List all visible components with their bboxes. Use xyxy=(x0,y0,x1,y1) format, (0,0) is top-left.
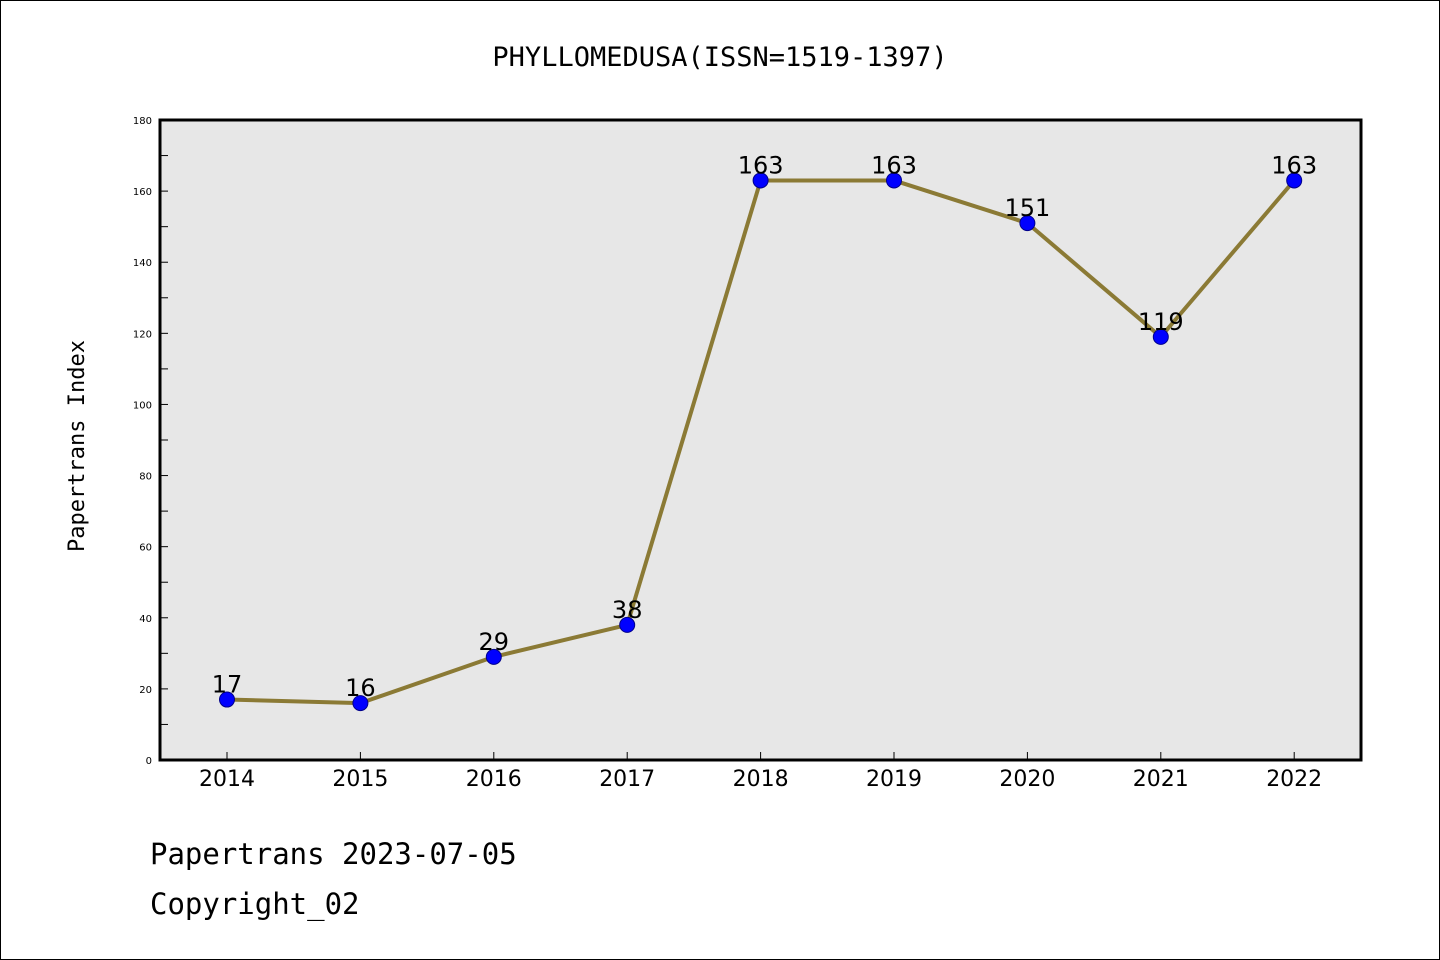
y-tick-label: 160 xyxy=(133,187,152,198)
y-tick-label: 100 xyxy=(133,400,152,411)
data-label: 16 xyxy=(345,674,376,702)
data-label: 163 xyxy=(871,151,917,179)
x-tick-label: 2015 xyxy=(332,767,388,792)
y-tick-label: 20 xyxy=(139,685,152,696)
data-point xyxy=(352,695,369,712)
y-tick-label: 140 xyxy=(133,258,152,269)
chart-title: PHYLLOMEDUSA(ISSN=1519-1397) xyxy=(492,42,947,73)
data-point xyxy=(752,172,769,189)
x-tick-label: 2021 xyxy=(1133,767,1189,792)
footer-copyright-line: Copyright_02 xyxy=(150,887,360,922)
data-label: 151 xyxy=(1004,194,1050,222)
x-tick-label: 2019 xyxy=(866,767,922,792)
footer-date-line: Papertrans 2023-07-05 xyxy=(150,837,517,871)
plot-border xyxy=(158,118,1363,762)
data-label: 29 xyxy=(479,628,510,656)
x-tick-label: 2020 xyxy=(999,767,1055,792)
x-tick-label: 2017 xyxy=(599,767,655,792)
data-label: 38 xyxy=(612,596,643,624)
y-axis-label: Papertrans Index xyxy=(65,340,90,552)
data-point xyxy=(619,616,636,633)
data-point xyxy=(1019,215,1036,232)
data-point xyxy=(1152,328,1169,345)
x-tick-label: 2016 xyxy=(466,767,522,792)
y-tick-label: 40 xyxy=(139,614,152,625)
data-label: 163 xyxy=(738,151,784,179)
data-point xyxy=(219,691,235,708)
data-label: 163 xyxy=(1271,151,1317,179)
y-tick-label: 80 xyxy=(139,472,152,483)
series-markers xyxy=(219,172,1303,712)
x-tick-label: 2014 xyxy=(199,767,255,792)
y-tick-label: 120 xyxy=(133,329,152,340)
data-label: 119 xyxy=(1138,308,1184,336)
data-point xyxy=(886,172,902,189)
y-tick-label: 60 xyxy=(139,543,152,554)
plot-area xyxy=(160,120,1361,760)
data-labels: 17 16 29 38 163 163 151 119 163 xyxy=(212,151,1317,702)
y-tick-label: 0 xyxy=(146,756,152,767)
y-tick-label: 180 xyxy=(133,116,152,127)
x-tick-label: 2018 xyxy=(733,767,789,792)
x-tick-label: 2022 xyxy=(1266,767,1322,792)
data-point xyxy=(1286,172,1303,189)
data-label: 17 xyxy=(212,671,243,699)
x-axis: 2014 2015 2016 2017 2018 2019 2020 2021 2022 xyxy=(199,752,1322,792)
data-point xyxy=(485,648,502,665)
y-axis: 0 20 40 60 80 100 120 140 160 180 xyxy=(133,116,168,767)
